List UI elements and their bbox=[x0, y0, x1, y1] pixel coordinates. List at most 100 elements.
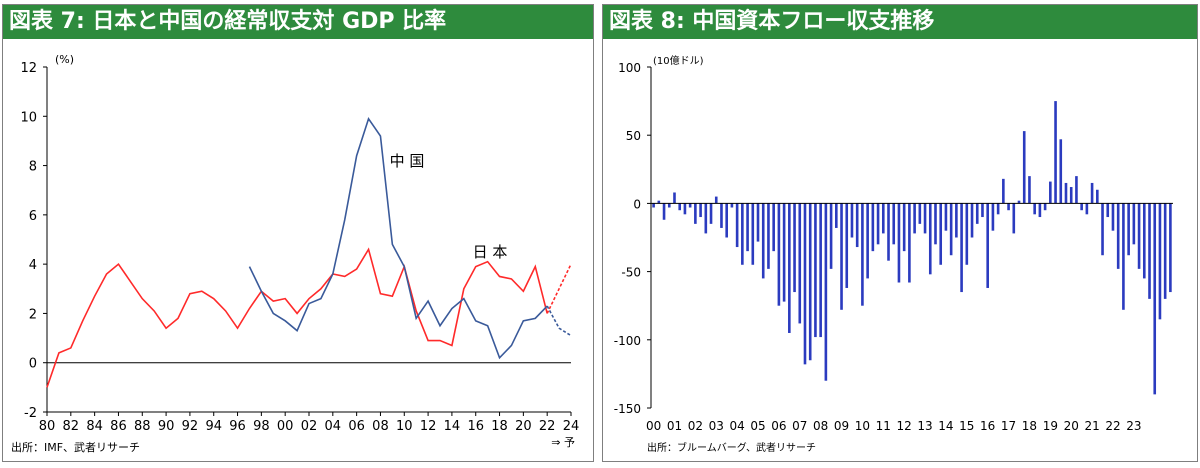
y-tick-label: 4 bbox=[29, 258, 37, 273]
bar bbox=[840, 203, 843, 310]
bar bbox=[1007, 203, 1010, 211]
bar bbox=[1038, 203, 1042, 218]
bar bbox=[1142, 203, 1146, 279]
x-tick-label: 19 bbox=[1043, 419, 1058, 433]
bar bbox=[1064, 182, 1068, 204]
bar bbox=[699, 203, 702, 218]
x-tick-label: 12 bbox=[897, 419, 912, 433]
series-forecast-line bbox=[546, 305, 572, 337]
bar bbox=[678, 203, 682, 211]
x-tick-label: 01 bbox=[667, 419, 682, 433]
bar bbox=[1012, 203, 1016, 234]
bar bbox=[1080, 203, 1083, 211]
x-tick-label: 80 bbox=[39, 419, 56, 434]
bar bbox=[683, 203, 687, 215]
bar bbox=[746, 203, 749, 252]
bar bbox=[960, 203, 963, 293]
bar bbox=[1106, 203, 1110, 218]
bar bbox=[1148, 203, 1151, 299]
series-line bbox=[248, 116, 548, 360]
x-tick-label: 00 bbox=[277, 419, 294, 434]
x-tick-label: 84 bbox=[86, 419, 103, 434]
chart-title: 図表 7: 日本と中国の経常収支対 GDP 比率 bbox=[3, 5, 593, 39]
series-label: 中 国 bbox=[390, 152, 425, 170]
x-tick-label: 17 bbox=[1001, 419, 1016, 433]
bar bbox=[725, 203, 728, 238]
x-tick-label: 21 bbox=[1084, 419, 1099, 433]
bar bbox=[855, 203, 859, 248]
y-tick-label: 2 bbox=[29, 307, 37, 322]
bar bbox=[871, 203, 875, 252]
bar bbox=[1075, 176, 1078, 204]
bar bbox=[975, 203, 979, 224]
y-tick-label: 12 bbox=[20, 61, 37, 76]
bar bbox=[845, 203, 849, 288]
x-tick-label: 18 bbox=[1022, 419, 1037, 433]
y-tick-label: 10 bbox=[20, 110, 37, 125]
y-tick-label: -150 bbox=[614, 402, 641, 416]
bar bbox=[981, 203, 984, 218]
bar bbox=[652, 203, 655, 208]
x-tick-label: 02 bbox=[688, 419, 703, 433]
bar bbox=[730, 203, 734, 208]
y-tick-label: 50 bbox=[626, 129, 641, 143]
bar bbox=[1127, 203, 1130, 256]
bar bbox=[991, 203, 995, 231]
x-tick-label: 09 bbox=[834, 419, 849, 433]
x-tick-label: 86 bbox=[110, 419, 127, 434]
x-tick-label: 98 bbox=[253, 419, 270, 434]
bar bbox=[1028, 176, 1031, 204]
bar bbox=[949, 203, 953, 256]
x-tick-label: 06 bbox=[771, 419, 786, 433]
bar bbox=[667, 203, 671, 208]
unit-label: (10億ドル) bbox=[653, 54, 704, 67]
x-tick-label: 04 bbox=[325, 419, 342, 434]
x-tick-label: 18 bbox=[491, 419, 508, 434]
x-tick-label: 92 bbox=[182, 419, 199, 434]
x-tick-label: 96 bbox=[229, 419, 246, 434]
bar bbox=[955, 203, 958, 238]
bar bbox=[1043, 203, 1047, 211]
x-tick-label: 88 bbox=[134, 419, 151, 434]
bar bbox=[1017, 200, 1021, 204]
y-tick-label: -2 bbox=[24, 406, 37, 421]
bar bbox=[772, 203, 775, 252]
x-tick-label: 12 bbox=[420, 419, 437, 434]
bar bbox=[1101, 203, 1104, 256]
x-tick-label: 90 bbox=[158, 419, 175, 434]
bar bbox=[688, 203, 692, 208]
bar bbox=[673, 192, 676, 204]
bar bbox=[1163, 203, 1167, 299]
bar bbox=[808, 203, 812, 361]
chart-title: 図表 8: 中国資本フロー収支推移 bbox=[603, 5, 1197, 39]
bar bbox=[1002, 178, 1005, 204]
unit-label: (%) bbox=[55, 53, 74, 66]
bar bbox=[923, 203, 927, 234]
bar bbox=[1090, 182, 1094, 204]
x-tick-label: 02 bbox=[301, 419, 318, 434]
x-tick-label: 11 bbox=[876, 419, 891, 433]
x-tick-label: 07 bbox=[792, 419, 807, 433]
bar bbox=[735, 203, 739, 248]
bar bbox=[793, 203, 796, 293]
x-tick-label: 14 bbox=[444, 419, 461, 434]
y-tick-label: 8 bbox=[29, 160, 37, 175]
bar bbox=[996, 203, 1000, 215]
bar bbox=[1033, 203, 1036, 215]
y-tick-label: 0 bbox=[633, 197, 641, 211]
bar bbox=[881, 203, 885, 234]
bar bbox=[861, 203, 864, 306]
bar bbox=[657, 200, 661, 204]
bar bbox=[850, 203, 854, 238]
bar bbox=[1049, 181, 1052, 204]
bar bbox=[897, 203, 901, 283]
bar bbox=[965, 203, 969, 265]
bar bbox=[694, 203, 697, 224]
bar bbox=[814, 203, 817, 338]
series-label: 日 本 bbox=[473, 243, 508, 261]
x-tick-label: 13 bbox=[917, 419, 932, 433]
x-tick-label: 08 bbox=[813, 419, 828, 433]
source-note: 出所：IMF、武者リサーチ bbox=[11, 440, 140, 454]
x-tick-label: 24 bbox=[563, 419, 580, 434]
x-tick-label: 20 bbox=[515, 419, 532, 434]
